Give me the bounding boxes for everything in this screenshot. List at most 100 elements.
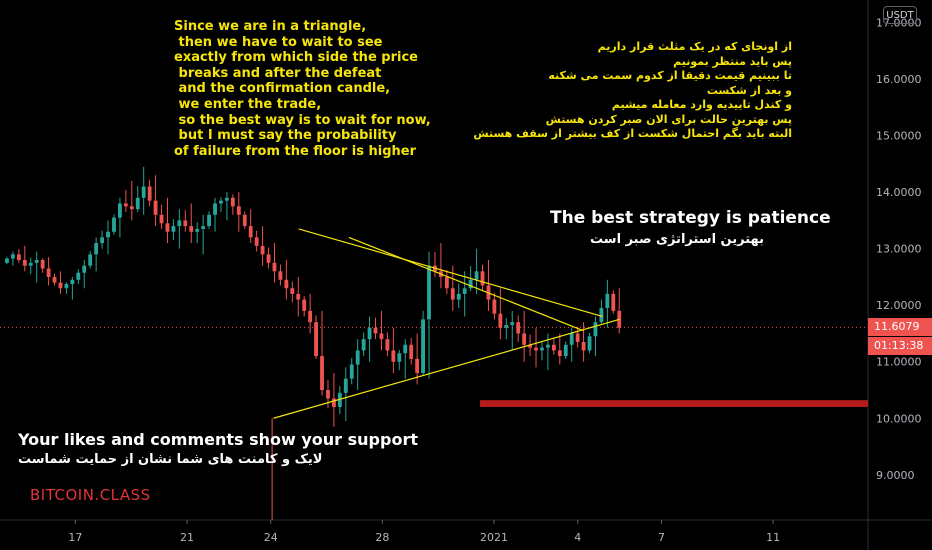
strategy-note-persian: بهترین استراتژی صبر است xyxy=(590,232,764,247)
chart-background xyxy=(0,0,868,520)
candle-body xyxy=(201,226,206,229)
candle-body xyxy=(254,237,259,246)
candle-body xyxy=(106,231,110,238)
candle-body xyxy=(224,197,229,201)
candle-body xyxy=(373,327,378,334)
candle-body xyxy=(343,378,348,393)
bar-countdown-label: 01:13:38 xyxy=(868,337,932,356)
candle-body xyxy=(58,282,63,289)
y-tick-label: 15.0000 xyxy=(876,130,922,143)
candle-body xyxy=(153,200,158,215)
candle-body xyxy=(551,344,556,351)
support-note-english: Your likes and comments show your suppor… xyxy=(18,430,418,449)
candle-body xyxy=(510,322,515,325)
support-note-persian: لایک و کامنت های شما نشان از حمایت شماست xyxy=(18,452,323,467)
analysis-text-persian: از اونجای که در یک مثلث قرار داریم پس با… xyxy=(473,40,792,140)
y-tick-label: 16.0000 xyxy=(876,73,922,86)
candle-body xyxy=(290,288,295,294)
candle-body xyxy=(444,276,449,289)
candle-body xyxy=(421,319,425,374)
candle-body xyxy=(266,254,271,263)
candle-body xyxy=(82,265,87,273)
candle-body xyxy=(367,327,372,340)
candle-body xyxy=(248,226,253,238)
y-tick-label: 11.0000 xyxy=(876,356,922,369)
candle-body xyxy=(219,200,223,204)
candle-body xyxy=(587,336,592,351)
candle-body xyxy=(135,197,140,210)
candle-body xyxy=(504,325,509,328)
x-tick-label: 17 xyxy=(68,531,82,544)
candle-body xyxy=(456,293,461,300)
candle-body xyxy=(528,344,532,348)
candle-body xyxy=(391,350,396,362)
candle-body xyxy=(397,353,402,362)
candle-body xyxy=(76,272,81,280)
strategy-note-english: The best strategy is patience xyxy=(550,208,831,228)
candle-body xyxy=(70,279,75,285)
y-tick-label: 10.0000 xyxy=(876,412,922,425)
x-tick-label: 4 xyxy=(574,531,581,544)
candle-body xyxy=(118,203,122,218)
candle-body xyxy=(403,344,408,354)
candle-body xyxy=(427,265,431,320)
brand-watermark: BITCOIN.CLASS xyxy=(30,486,151,504)
candle-body xyxy=(147,186,152,201)
candle-body xyxy=(260,245,265,255)
candle-body xyxy=(16,254,21,260)
candle-body xyxy=(581,341,586,351)
candle-body xyxy=(593,322,598,337)
candle-body xyxy=(236,206,241,215)
x-tick-label: 11 xyxy=(766,531,780,544)
candle-body xyxy=(474,271,479,280)
candle-body xyxy=(575,333,580,342)
candle-body xyxy=(171,226,176,232)
candle-body xyxy=(296,293,301,300)
y-tick-label: 9.0000 xyxy=(876,469,915,482)
candle-body xyxy=(112,217,116,232)
candle-body xyxy=(516,322,521,334)
candle-body xyxy=(159,214,164,224)
candle-body xyxy=(534,347,538,351)
currency-button[interactable]: USDT xyxy=(883,6,917,24)
last-price-label: 11.6079 xyxy=(868,318,932,337)
candle-body xyxy=(361,339,366,351)
candle-body xyxy=(272,262,277,272)
candle-body xyxy=(355,350,360,365)
candle-body xyxy=(5,258,9,263)
candle-body xyxy=(331,398,336,407)
candle-body xyxy=(468,279,473,289)
candle-body xyxy=(123,203,128,207)
y-tick-label: 12.0000 xyxy=(876,299,922,312)
candle-body xyxy=(207,214,212,227)
candle-body xyxy=(22,260,27,266)
candle-body xyxy=(88,254,93,266)
candle-body xyxy=(409,344,414,359)
candle-body xyxy=(540,347,544,351)
candle-body xyxy=(28,262,33,266)
candle-body xyxy=(165,223,170,232)
candle-body xyxy=(492,299,497,314)
x-tick-label: 21 xyxy=(180,531,194,544)
triangle-upper-line-inner xyxy=(348,236,584,332)
candle-body xyxy=(94,243,99,255)
candle-body xyxy=(569,333,574,345)
candle-body xyxy=(40,260,45,269)
candle-body xyxy=(177,220,182,227)
candle-body xyxy=(349,364,354,379)
x-tick-label: 28 xyxy=(375,531,389,544)
candle-body xyxy=(242,214,247,227)
candle-body xyxy=(183,220,188,227)
candle-body xyxy=(545,344,550,348)
analysis-text-english: Since we are in a triangle, then we have… xyxy=(174,19,431,159)
candle-body xyxy=(385,339,390,351)
candle-body xyxy=(563,344,568,357)
candle-body xyxy=(64,284,69,289)
candle-body xyxy=(611,293,616,311)
candle-body xyxy=(195,228,200,232)
candle-body xyxy=(320,356,324,390)
candle-body xyxy=(284,279,289,289)
candle-body xyxy=(599,308,604,323)
triangle-upper-line xyxy=(298,228,604,318)
